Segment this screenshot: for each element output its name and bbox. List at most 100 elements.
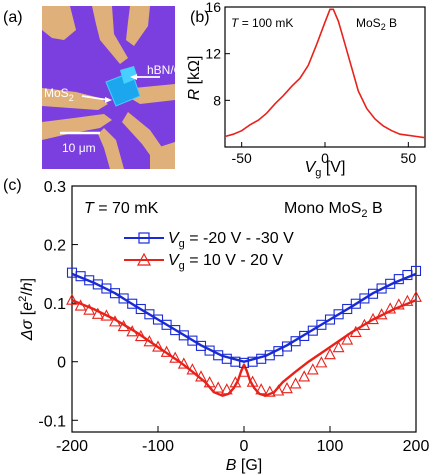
- marker-triangle: [392, 298, 405, 310]
- marker-square: [307, 325, 318, 336]
- legend-marker-2: [136, 252, 152, 266]
- panel-c-frame: [71, 185, 417, 433]
- marker-square: [324, 314, 336, 325]
- micrograph: hBN/Gr MoS2 10 μm: [42, 6, 187, 169]
- panel-c-temperature: T = 70 mK: [84, 200, 159, 217]
- marker-triangle: [358, 318, 371, 330]
- hbn-gr-annotation: hBN/Gr: [147, 63, 187, 77]
- mos2-flake: [120, 66, 138, 84]
- marker-triangle: [195, 370, 207, 382]
- panel-b-xlabel: Vg [V]: [305, 159, 346, 179]
- panel-b-ytick-label: 16: [205, 0, 221, 15]
- marker-triangle: [100, 309, 113, 321]
- marker-square: [342, 303, 353, 315]
- marker-square: [350, 298, 361, 309]
- fit-line-2: [71, 299, 417, 397]
- marker-triangle: [117, 319, 130, 332]
- marker-square: [410, 265, 422, 276]
- fit-lines: [71, 272, 417, 397]
- panel-c: (c) -200 -100 0 100 200 -0.1 0 0.1 0.2 0.3 T = 70…: [3, 177, 429, 474]
- marker-triangle: [238, 365, 250, 377]
- marker-square: [178, 330, 189, 341]
- marker-triangle: [109, 315, 121, 327]
- marker-triangle: [332, 340, 345, 353]
- micrograph-contacts: [42, 6, 175, 169]
- panel-b-xtick-label: 50: [401, 150, 417, 166]
- marker-square: [144, 309, 155, 320]
- marker-triangle: [152, 340, 164, 352]
- marker-square: [127, 298, 138, 309]
- marker-triangle: [169, 351, 182, 363]
- panel-b-ylabel: R [kΩ]: [186, 56, 203, 101]
- marker-triangle: [263, 385, 276, 397]
- marker-triangle: [91, 307, 104, 319]
- marker-square: [367, 288, 379, 299]
- marker-triangle: [349, 325, 362, 337]
- marker-triangle: [212, 381, 225, 393]
- panel-c-label: (c): [3, 177, 22, 194]
- resistance-curve: [224, 8, 426, 139]
- marker-triangle: [315, 356, 328, 368]
- marker-square: [333, 309, 344, 320]
- panel-c-ytick-label: 0.2: [44, 238, 66, 255]
- mos2-arrow-head: [105, 97, 112, 103]
- marker-square: [109, 288, 121, 299]
- marker-triangle: [298, 370, 311, 382]
- marker-triangle: [306, 363, 319, 375]
- panel-b-temperature: T = 100 mK: [231, 16, 293, 30]
- panel-c-xtick-label: -200: [56, 438, 88, 455]
- fit-line-1: [71, 272, 417, 363]
- marker-triangle: [324, 348, 336, 360]
- panel-c-ytick-label: -0.1: [38, 413, 66, 430]
- panel-b-ytick-label: 12: [205, 46, 221, 62]
- marker-triangle: [410, 290, 422, 302]
- marker-square: [135, 303, 146, 315]
- marker-triangle: [367, 312, 379, 325]
- panel-b-ticks: -50 0 50 8 12 16: [205, 0, 416, 166]
- panel-b-sample: MoS2 B: [356, 16, 397, 32]
- panel-b-label: (b): [190, 9, 210, 26]
- legend-entry-2: Vg = 10 V - 20 V: [124, 252, 283, 272]
- panel-c-sample: Mono MoS2 B: [284, 200, 383, 220]
- panel-c-xtick-label: 100: [317, 438, 344, 455]
- marker-triangle: [272, 384, 285, 396]
- marker-triangle: [375, 308, 388, 320]
- panel-c-xtick-label: -100: [142, 438, 174, 455]
- legend: Vg = -20 V - -30 V Vg = 10 V - 20 V: [124, 230, 294, 272]
- marker-triangle: [160, 345, 173, 357]
- marker-triangle: [229, 376, 242, 388]
- panel-c-ytick-label: 0.3: [44, 179, 66, 196]
- panel-c-ytick-label: 0.1: [44, 296, 66, 313]
- hbn-arrow-head: [130, 74, 137, 80]
- marker-triangle: [203, 376, 216, 388]
- legend-marker-1: [138, 232, 150, 244]
- panel-b-xtick-label: -50: [232, 150, 252, 166]
- marker-square: [299, 330, 310, 341]
- mos2-annotation: MoS2: [44, 86, 74, 103]
- marker-triangle: [246, 375, 259, 387]
- marker-triangle: [255, 383, 268, 395]
- marker-triangle: [126, 325, 139, 337]
- marker-triangle: [74, 299, 87, 311]
- marker-triangle: [177, 357, 190, 369]
- mos2-arrow: [81, 95, 109, 101]
- marker-triangle: [220, 383, 233, 395]
- panel-b: (b) -50 0 50 8 12 16 T = 100 mK MoS2 B R [kΩ]…: [186, 0, 426, 179]
- marker-triangle: [83, 303, 96, 315]
- panel-b-ytick-label: 8: [213, 92, 221, 108]
- marker-square: [161, 319, 172, 330]
- panel-a: (a) hBN/Gr MoS2 10 μm: [3, 6, 187, 169]
- panel-c-ticks: -200 -100 0 100 200 -0.1 0 0.1 0.2 0.3: [38, 179, 429, 455]
- marker-square: [118, 293, 129, 304]
- marker-triangle: [281, 381, 293, 394]
- panel-a-label: (a): [3, 9, 23, 26]
- marker-square: [316, 319, 327, 330]
- marker-square: [290, 336, 301, 347]
- data-markers: [66, 265, 422, 397]
- scale-bar-label: 10 μm: [62, 141, 96, 155]
- marker-square: [170, 325, 181, 336]
- panel-c-xlabel: B [G]: [226, 457, 262, 474]
- marker-triangle: [143, 335, 156, 347]
- legend-label-2: Vg = 10 V - 20 V: [168, 252, 283, 272]
